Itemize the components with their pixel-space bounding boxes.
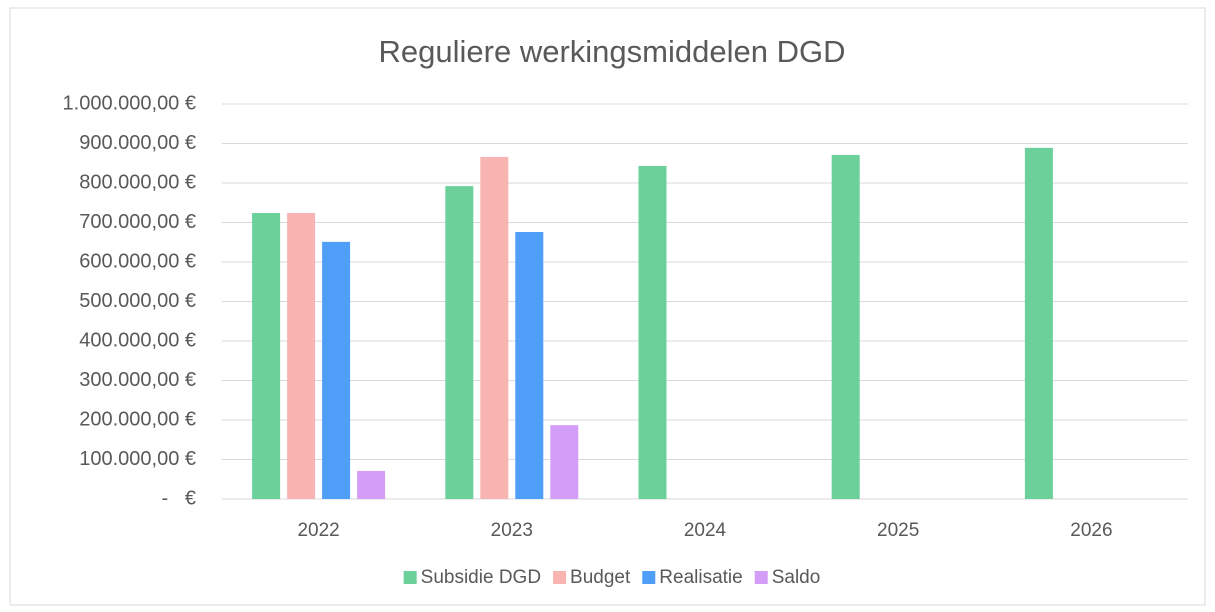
y-tick-label: 500.000,00 €: [79, 290, 196, 312]
y-tick-label: 100.000,00 €: [79, 448, 196, 470]
bar: [515, 231, 544, 500]
y-tick-label: 700.000,00 €: [79, 211, 196, 233]
y-tick-label: 900.000,00 €: [79, 132, 196, 154]
bar: [831, 154, 860, 499]
bar: [322, 241, 351, 500]
x-tick-label: 2023: [491, 520, 533, 541]
x-tick-label: 2022: [297, 520, 339, 541]
legend-swatch: [642, 571, 656, 584]
legend-swatch: [553, 571, 567, 584]
legend-swatch: [754, 571, 768, 584]
x-tick-label: 2024: [684, 520, 727, 541]
x-tick-label: 2025: [877, 520, 919, 541]
y-tick-label: 800.000,00 €: [79, 171, 196, 193]
x-tick-label: 2026: [1070, 520, 1112, 541]
bar: [445, 186, 474, 499]
chart-title: Reguliere werkingsmiddelen DGD: [379, 34, 846, 69]
y-tick-label: 400.000,00 €: [79, 329, 196, 351]
chart-border: [9, 7, 1206, 606]
legend-label: Subsidie DGD: [421, 567, 541, 588]
bar: [357, 470, 386, 499]
bar: [480, 156, 509, 499]
y-tick-label: 600.000,00 €: [79, 250, 196, 272]
legend-label: Budget: [570, 567, 631, 588]
bar: [1024, 147, 1053, 499]
bar: [252, 213, 281, 499]
bar: [287, 213, 316, 499]
y-tick-label: 1.000.000,00 €: [63, 92, 196, 114]
bar: [638, 166, 667, 499]
bar: [550, 425, 579, 499]
y-tick-label: - €: [162, 487, 196, 509]
y-tick-label: 300.000,00 €: [79, 369, 196, 391]
legend-label: Realisatie: [659, 567, 742, 588]
legend-swatch: [403, 571, 417, 584]
y-tick-label: 200.000,00 €: [79, 408, 196, 430]
legend-label: Saldo: [772, 567, 821, 588]
